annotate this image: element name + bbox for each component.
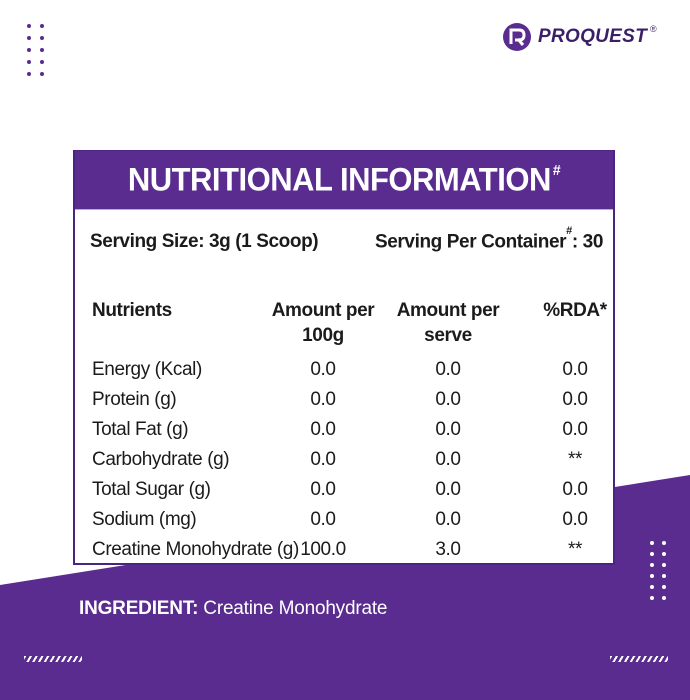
amount-per-serve: 0.0 (435, 449, 461, 470)
amount-per-100g: 0.0 (310, 479, 336, 500)
header-rda: %RDA* (543, 300, 607, 321)
header-amount-serve-line2: serve (424, 325, 472, 346)
table-row: Total Sugar (g) 0.0 0.0 0.0 (75, 475, 613, 505)
serving-per-container-mark: # (566, 225, 572, 237)
header-amount-100g: Amount per 100g (258, 298, 388, 348)
amount-per-serve: 0.0 (435, 509, 461, 530)
amount-per-serve: 3.0 (435, 539, 461, 560)
rda-value: 0.0 (562, 359, 588, 380)
amount-per-serve: 0.0 (435, 389, 461, 410)
amount-per-serve: 0.0 (435, 419, 461, 440)
decorative-dots-top-left (27, 24, 44, 76)
pq-logo-icon (503, 23, 531, 51)
ingredient-label: INGREDIENT: (79, 598, 199, 619)
header-amount-serve-line1: Amount per (396, 300, 500, 321)
decorative-dots-right (650, 541, 666, 600)
table-row: Creatine Monohydrate (g) 100.0 3.0 ** (75, 535, 613, 565)
decorative-hatch-right (610, 656, 668, 662)
header-amount-serve: Amount per serve (383, 298, 513, 348)
serving-info: Serving Size: 3g (1 Scoop) Serving Per C… (75, 225, 613, 253)
brand-logo: PROQUEST ® (502, 22, 657, 52)
amount-per-100g: 0.0 (310, 359, 336, 380)
rda-value: ** (568, 539, 582, 560)
decorative-hatch-left (24, 656, 82, 662)
amount-per-100g: 0.0 (310, 509, 336, 530)
header-amount-100g-line1: Amount per (271, 300, 375, 321)
amount-per-serve: 0.0 (435, 479, 461, 500)
amount-per-100g: 100.0 (300, 539, 346, 560)
rda-value: 0.0 (562, 509, 588, 530)
table-row: Protein (g) 0.0 0.0 0.0 (75, 385, 613, 415)
header-nutrients: Nutrients (92, 300, 172, 321)
amount-per-100g: 0.0 (310, 449, 336, 470)
nutrition-panel: NUTRITIONAL INFORMATION # Serving Size: 3… (73, 150, 615, 565)
amount-per-100g: 0.0 (310, 389, 336, 410)
serving-size: Serving Size: 3g (1 Scoop) (90, 231, 319, 252)
brand-name: PROQUEST (538, 26, 648, 47)
rda-value: 0.0 (562, 389, 588, 410)
serving-per-container-value: : 30 (571, 231, 604, 253)
nutrient-name: Creatine Monohydrate (g) (92, 539, 299, 560)
table-row: Total Fat (g) 0.0 0.0 0.0 (75, 415, 613, 445)
table-row: Energy (Kcal) 0.0 0.0 0.0 (75, 355, 613, 385)
registered-mark: ® (650, 24, 657, 34)
ingredient-line: INGREDIENT: Creatine Monohydrate (79, 598, 387, 620)
serving-per-container: Serving Per Container#: 30 (374, 225, 604, 253)
rda-value: ** (568, 449, 582, 470)
nutrient-name: Protein (g) (92, 389, 177, 410)
panel-title: NUTRITIONAL INFORMATION (127, 161, 552, 198)
nutrient-name: Total Sugar (g) (92, 479, 211, 500)
serving-per-container-label: Serving Per Container (374, 231, 567, 253)
header-amount-100g-line2: 100g (302, 325, 344, 346)
ingredient-value: Creatine Monohydrate (203, 598, 388, 619)
panel-title-mark: # (552, 161, 561, 178)
amount-per-100g: 0.0 (310, 419, 336, 440)
panel-header: NUTRITIONAL INFORMATION # (75, 150, 613, 210)
nutrient-name: Carbohydrate (g) (92, 449, 230, 470)
nutrient-name: Total Fat (g) (92, 419, 189, 440)
rda-value: 0.0 (562, 419, 588, 440)
table-row: Carbohydrate (g) 0.0 0.0 ** (75, 445, 613, 475)
amount-per-serve: 0.0 (435, 359, 461, 380)
rda-value: 0.0 (562, 479, 588, 500)
nutrient-name: Sodium (mg) (92, 509, 197, 530)
table-row: Sodium (mg) 0.0 0.0 0.0 (75, 505, 613, 535)
nutrient-name: Energy (Kcal) (92, 359, 202, 380)
